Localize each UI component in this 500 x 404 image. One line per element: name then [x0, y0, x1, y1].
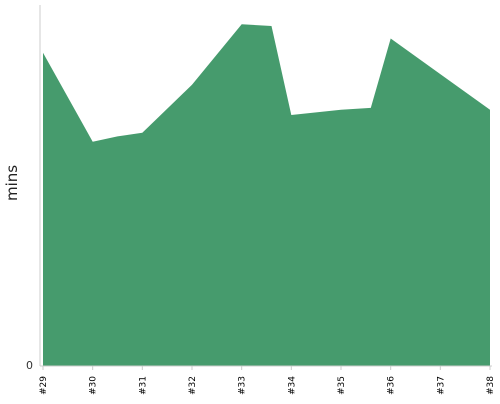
- x-tick-label: #30: [89, 376, 99, 395]
- x-tick-label: #33: [238, 376, 248, 395]
- x-tick-label: #35: [337, 376, 347, 395]
- x-tick-label: #32: [188, 376, 198, 395]
- area-layer: [43, 24, 490, 366]
- x-tick-layer: #29 #30 #31 #32 #33 #34 #35 #36 #37 #38: [39, 366, 496, 395]
- y-axis-label: mins: [3, 165, 21, 201]
- x-tick-label: #29: [39, 376, 49, 395]
- axis-layer: [39, 5, 492, 367]
- series-area: [43, 24, 490, 366]
- y-tick-label: 0: [26, 359, 33, 372]
- x-tick-label: #34: [287, 376, 297, 395]
- x-tick-label: #38: [486, 376, 496, 395]
- x-tick-label: #37: [436, 376, 446, 395]
- y-tick-layer: 0: [26, 359, 33, 372]
- x-tick-label: #31: [138, 376, 148, 395]
- x-tick-label: #36: [387, 376, 397, 395]
